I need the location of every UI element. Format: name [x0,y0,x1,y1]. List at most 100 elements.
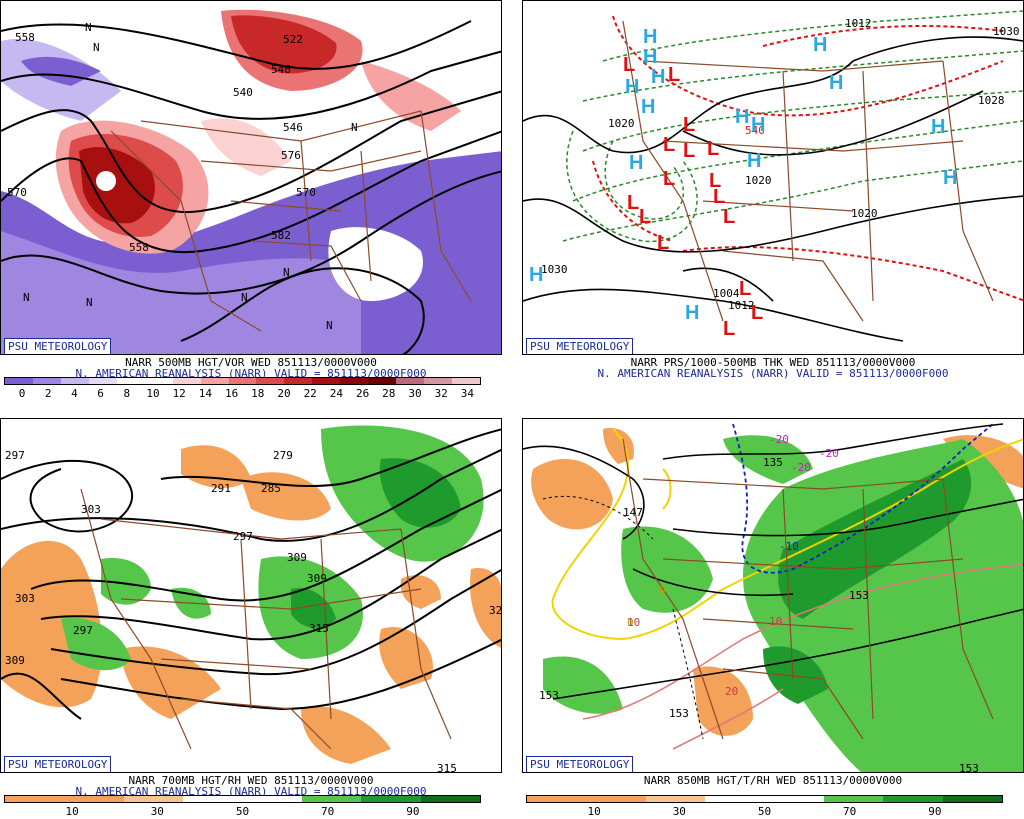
colorbar-swatch [942,796,1002,802]
panel-850mb: 135 147 153 153 153 153 -20 -20 -20 -10 … [522,418,1024,819]
pressure-label: 1030 [993,25,1020,38]
colorbar-swatch [883,796,943,802]
low-marker: L [723,206,735,228]
temperature-labels: -20 -20 -20 -10 0 0 10 10 20 [627,433,839,698]
pressure-labels: 1012 1030 1028 1020 1020 1020 1030 1004 … [541,17,1020,312]
colorbar-swatch [200,378,229,384]
contour-label: 309 [5,654,25,667]
colorbar-tick: 12 [172,387,186,400]
temperature-label: -20 [769,433,789,446]
colorbar-tick: 30 [408,387,422,400]
colorbar-swatch [424,378,452,384]
high-marker: H [529,264,543,286]
map-caption: NARR 850MB HGT/T/RH WED 851113/0000V000 [643,774,903,787]
colorbar-swatch [420,796,480,802]
height-contours [523,423,1023,700]
colorbar-swatch [764,796,824,802]
state-boundaries [110,110,472,332]
high-marker: H [751,114,765,136]
height-label: 153 [959,762,979,773]
pressure-label: 1030 [541,263,568,276]
vort-min-marker: N [86,296,93,309]
colorbar-swatch [823,796,884,802]
colorbar-tick: 28 [382,387,396,400]
low-marker: L [709,170,721,192]
colorbar-tick: 30 [150,805,164,818]
colorbar-swatch [64,796,124,802]
vort-min-marker: N [283,266,290,279]
colorbar-tick: 70 [843,805,857,818]
colorbar-tick: 30 [672,805,686,818]
high-marker: H [643,46,657,68]
contour-label: 582 [271,229,291,242]
colorbar-swatch [361,796,421,802]
colorbar-swatch [88,378,117,384]
colorbar-tick: 16 [224,387,239,400]
contour-label: 309 [287,551,307,564]
contour-label: 540 [233,86,253,99]
colorbar-ticks: 10 30 50 70 90 [526,806,1003,818]
vort-min-marker: N [85,21,92,34]
high-marker: H [651,66,665,88]
map-850mb: 135 147 153 153 153 153 -20 -20 -20 -10 … [522,418,1024,773]
colorbar-swatch [284,378,313,384]
colorbar-swatch [256,378,285,384]
colorbar-tick: 70 [321,805,335,818]
height-contours [1,428,501,720]
low-pressure-markers: L L L L L L L L L L L L L L L L [623,54,763,340]
thickness-540-line [592,15,1023,302]
low-marker: L [739,278,751,300]
vorticity-colorbar [4,377,481,385]
low-marker: L [663,168,675,190]
high-marker: H [943,167,957,189]
temperature-label: -20 [791,461,811,474]
colorbar-swatch [340,378,369,384]
map-valid-caption: N. AMERICAN REANALYSIS (NARR) VALID = 85… [597,367,949,380]
contour-label: 297 [233,530,253,543]
psu-meteorology-badge: PSU METEOROLOGY [4,756,112,772]
colorbar-swatch [172,378,201,384]
colorbar-swatch [452,378,480,384]
temperature-label: 10 [769,615,782,628]
vort-min-marker: N [93,41,100,54]
contour-label: 522 [283,33,303,46]
colorbar-swatch [116,378,145,384]
pressure-label: 1028 [978,94,1005,107]
low-marker: L [663,134,675,156]
high-marker: H [747,150,761,172]
colorbar-ticks: 0 2 4 6 8 10 12 14 16 18 20 22 24 26 28 30 32 34 [4,388,481,400]
temperature-label: 0 [627,616,634,629]
vort-min-marker: N [326,319,333,332]
height-label: 153 [539,689,559,702]
low-marker: L [751,302,763,324]
colorbar-tick: 90 [406,805,420,818]
contour-label: 32 [489,604,502,617]
low-marker: L [657,232,669,254]
colorbar-swatch [586,796,646,802]
vort-min-markers: N N N N N N N N [23,21,358,332]
colorbar-swatch [527,796,587,802]
height-labels: 135 147 153 153 153 153 [539,456,979,773]
temperature-label: -20 [819,447,839,460]
isotherm-minus10 [732,423,994,574]
colorbar-tick: 10 [146,387,160,400]
map-valid-caption: N. AMERICAN REANALYSIS (NARR) VALID = 85… [75,367,427,380]
state-boundaries [622,438,994,740]
contour-label: 576 [281,149,301,162]
colorbar-tick: 2 [44,387,52,400]
low-marker: L [713,186,725,208]
map-caption: NARR 500MB HGT/VOR WED 851113/0000V000 [125,356,377,369]
colorbar-swatch [5,378,33,384]
colorbar-tick: 22 [303,387,317,400]
map-500mb: 558 522 540 546 570 558 546 582 576 570 … [0,0,502,355]
low-marker: L [627,192,639,214]
colorbar-tick: 34 [460,387,475,400]
isotherm-warm [582,563,1023,750]
high-marker: H [931,116,945,138]
colorbar-swatch [312,378,341,384]
thickness-label: 540 [745,124,765,137]
colorbar-tick: 26 [355,387,370,400]
contour-label: 546 [283,121,303,134]
map-caption: NARR PRS/1000-500MB THK WED 851113/0000V… [630,356,916,369]
vort-min-marker: N [23,291,30,304]
